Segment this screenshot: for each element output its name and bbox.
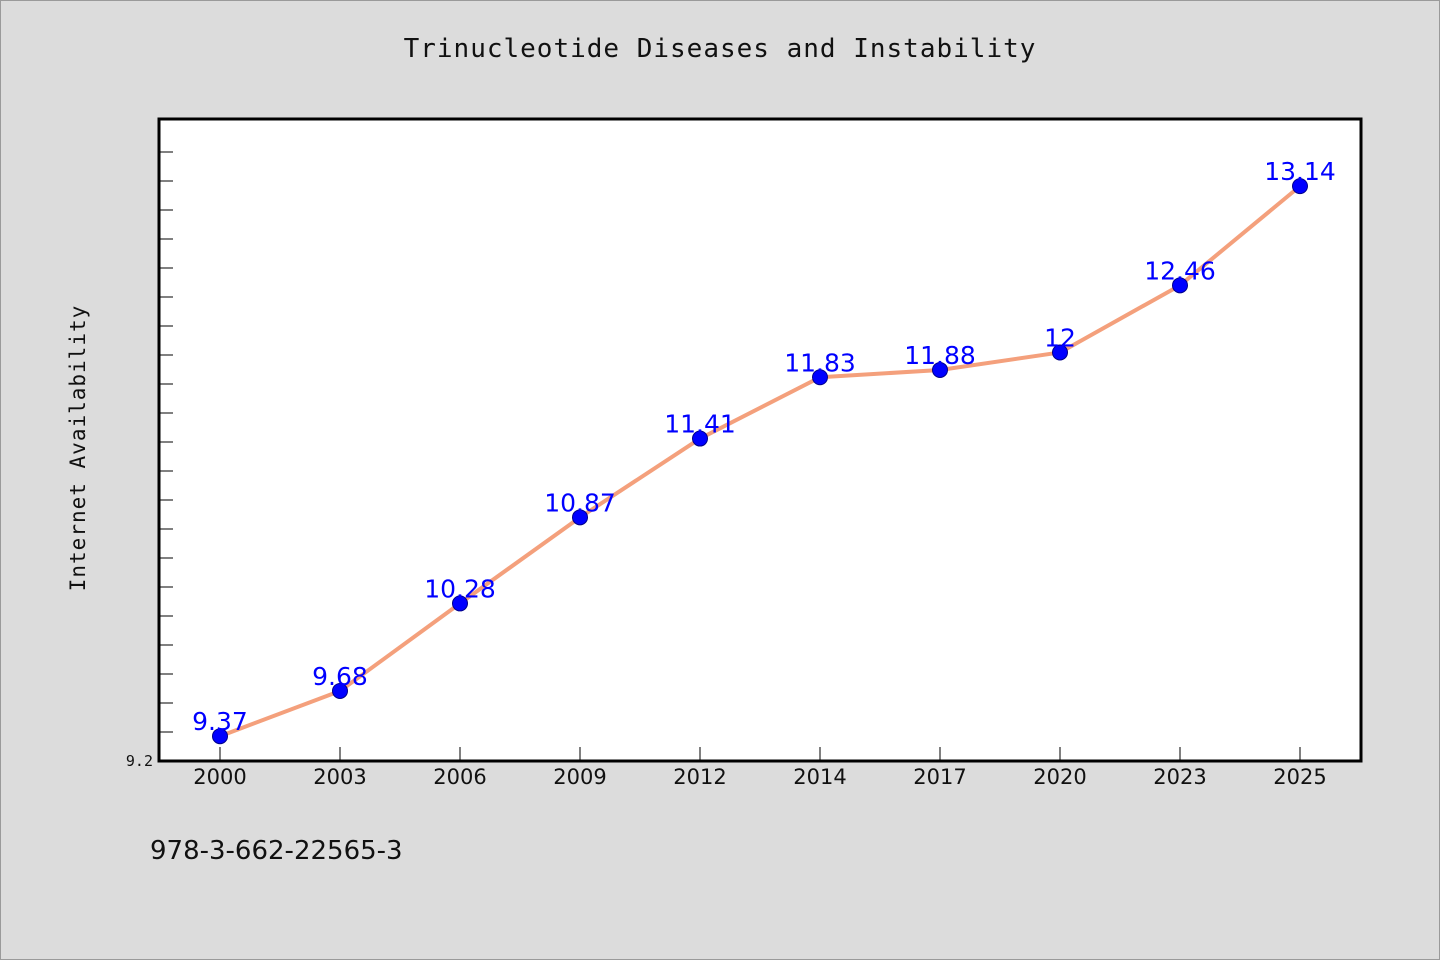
series-group (212, 178, 1308, 745)
data-label: 11.88 (904, 341, 976, 370)
data-label: 11.83 (784, 348, 856, 377)
x-ticks (219, 747, 1301, 761)
x-tick-label: 2009 (553, 765, 606, 789)
data-point (332, 682, 348, 699)
x-tick-labels: 2000 2003 2006 2009 2012 2014 2017 2020 2023 2025 (193, 765, 1326, 789)
chart-title: Trinucleotide Diseases and Instability (403, 34, 1037, 64)
data-label: 10.87 (544, 488, 616, 517)
y-minor-ticks (159, 151, 173, 733)
data-label: 12 (1044, 323, 1076, 352)
plot-area (157, 117, 1363, 763)
footer-text: 978-3-662-22565-3 (150, 836, 403, 866)
data-point (692, 430, 708, 447)
data-label: 9.37 (192, 707, 248, 736)
x-tick-label: 2006 (433, 765, 486, 789)
data-point (1172, 277, 1188, 294)
x-tick-label: 2025 (1273, 765, 1326, 789)
series-line (219, 184, 1302, 739)
y-tick-label: 9.2 (126, 752, 153, 770)
data-point (1292, 178, 1308, 195)
x-tick-label: 2000 (193, 765, 246, 789)
x-tick-label: 2014 (793, 765, 846, 789)
data-point (452, 595, 468, 612)
x-tick-label: 2003 (313, 765, 366, 789)
x-tick-label: 2017 (913, 765, 966, 789)
y-tick-labels: 9.2 (126, 752, 153, 770)
data-point (932, 361, 948, 378)
data-point (1052, 344, 1068, 361)
data-label: 10.28 (424, 574, 496, 603)
data-point (812, 369, 828, 386)
data-label: 13.14 (1264, 157, 1336, 186)
x-tick-label: 2012 (673, 765, 726, 789)
data-label: 12.46 (1144, 256, 1216, 285)
x-tick-label: 2023 (1153, 765, 1206, 789)
x-tick-label: 2020 (1033, 765, 1086, 789)
data-labels: 9.37 9.68 10.28 10.87 11.41 11.83 11.88 12 12.46… (192, 157, 1336, 736)
data-label: 9.68 (312, 662, 368, 691)
data-label: 11.41 (664, 410, 736, 439)
data-point (212, 728, 228, 745)
data-point (572, 509, 588, 526)
